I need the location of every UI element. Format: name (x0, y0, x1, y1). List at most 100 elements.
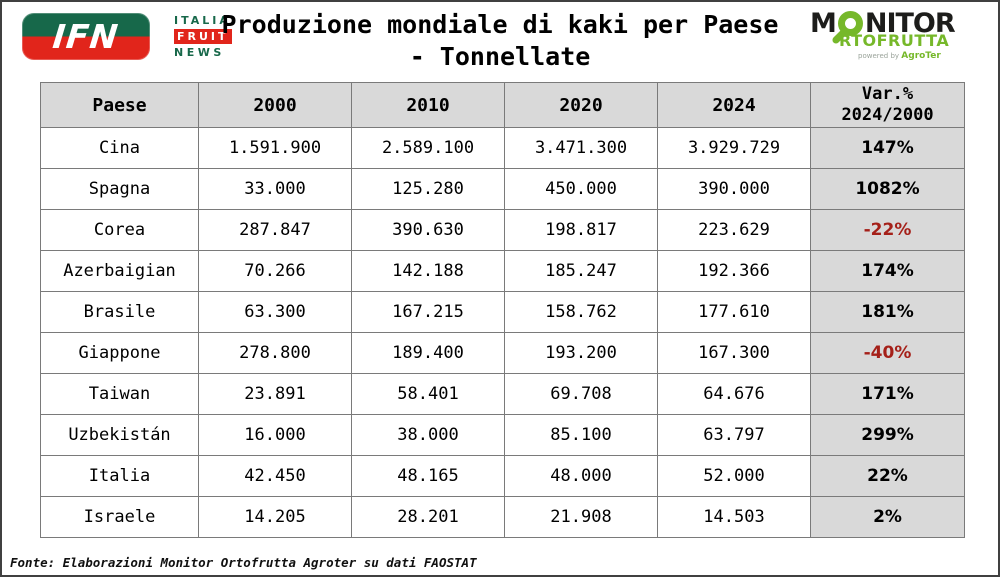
value-cell: 278.800 (198, 332, 352, 374)
ifn-word-news: NEWS (174, 46, 225, 59)
value-cell: 42.450 (198, 455, 352, 497)
value-cell: 158.762 (504, 291, 658, 333)
value-cell: 58.401 (351, 373, 505, 415)
value-cell: 33.000 (198, 168, 352, 210)
table-row: Israele 14.205 28.201 21.908 14.503 2% (40, 496, 965, 538)
value-cell: 390.630 (351, 209, 505, 251)
source-note: Fonte: Elaborazioni Monitor Ortofrutta A… (10, 555, 477, 570)
col-header-2000: 2000 (198, 82, 352, 128)
table-row: Azerbaigian 70.266 142.188 185.247 192.366 17… (40, 250, 965, 292)
col-header-2020: 2020 (504, 82, 658, 128)
value-cell: 48.000 (504, 455, 658, 497)
value-cell: 223.629 (657, 209, 811, 251)
col-header-2024: 2024 (657, 82, 811, 128)
value-cell: 52.000 (657, 455, 811, 497)
page-title: Produzione mondiale di kaki per Paese - … (2, 9, 998, 73)
country-cell: Italia (40, 455, 199, 497)
var-percent-cell: -22% (810, 209, 965, 251)
powered-by-text: powered by (858, 52, 902, 60)
value-cell: 167.300 (657, 332, 811, 374)
value-cell: 177.610 (657, 291, 811, 333)
country-cell: Azerbaigian (40, 250, 199, 292)
value-cell: 70.266 (198, 250, 352, 292)
production-table: Paese 2000 2010 2020 2024 Var.% 2024/200… (40, 82, 965, 538)
country-cell: Corea (40, 209, 199, 251)
var-percent-cell: -40% (810, 332, 965, 374)
value-cell: 63.797 (657, 414, 811, 456)
value-cell: 85.100 (504, 414, 658, 456)
value-cell: 38.000 (351, 414, 505, 456)
var-percent-cell: 174% (810, 250, 965, 292)
table-row: Cina 1.591.900 2.589.100 3.471.300 3.929.729… (40, 127, 965, 169)
ifn-logo: IFN ITALIA FRUIT NEWS (22, 11, 232, 65)
value-cell: 14.205 (198, 496, 352, 538)
value-cell: 142.188 (351, 250, 505, 292)
powered-by-label: powered by AgroTer (858, 52, 982, 61)
value-cell: 14.503 (657, 496, 811, 538)
title-line-2: - Tonnellate (409, 42, 591, 71)
monitor-wordmark: M NITOR (810, 8, 982, 45)
value-cell: 125.280 (351, 168, 505, 210)
value-cell: 63.300 (198, 291, 352, 333)
value-cell: 16.000 (198, 414, 352, 456)
var-header-line1: Var.% (861, 84, 914, 104)
magnifier-icon (830, 11, 863, 45)
title-line-1: Produzione mondiale di kaki per Paese (221, 10, 779, 39)
table-body: Cina 1.591.900 2.589.100 3.471.300 3.929.729… (40, 127, 965, 538)
value-cell: 390.000 (657, 168, 811, 210)
var-percent-cell: 171% (810, 373, 965, 415)
value-cell: 1.591.900 (198, 127, 352, 169)
var-header-line2: 2024/2000 (841, 105, 934, 125)
monitor-m: M (810, 8, 837, 39)
value-cell: 167.215 (351, 291, 505, 333)
country-cell: Brasile (40, 291, 199, 333)
ortofrutta-wordmark: RTOFRUTTA (839, 31, 950, 50)
table-header: Paese 2000 2010 2020 2024 Var.% 2024/200… (40, 82, 965, 128)
table-row: Spagna 33.000 125.280 450.000 390.000 1082% (40, 168, 965, 210)
country-cell: Spagna (40, 168, 199, 210)
ifn-word-italia: ITALIA (174, 14, 231, 27)
header-row: Paese 2000 2010 2020 2024 Var.% 2024/200… (40, 82, 965, 128)
country-cell: Taiwan (40, 373, 199, 415)
col-header-var: Var.% 2024/2000 (810, 82, 965, 128)
value-cell: 69.708 (504, 373, 658, 415)
var-percent-cell: 2% (810, 496, 965, 538)
var-percent-cell: 1082% (810, 168, 965, 210)
country-cell: Giappone (40, 332, 199, 374)
value-cell: 193.200 (504, 332, 658, 374)
value-cell: 185.247 (504, 250, 658, 292)
value-cell: 28.201 (351, 496, 505, 538)
var-percent-cell: 299% (810, 414, 965, 456)
var-percent-cell: 22% (810, 455, 965, 497)
value-cell: 23.891 (198, 373, 352, 415)
monitor-nitor: NITOR (864, 8, 956, 39)
var-percent-cell: 147% (810, 127, 965, 169)
ifn-wordmark: ITALIA FRUIT NEWS (174, 14, 232, 59)
value-cell: 64.676 (657, 373, 811, 415)
agroter-brand: AgroTer (901, 51, 941, 61)
country-cell: Israele (40, 496, 199, 538)
country-cell: Uzbekistán (40, 414, 199, 456)
table-row: Italia 42.450 48.165 48.000 52.000 22% (40, 455, 965, 497)
table-row: Taiwan 23.891 58.401 69.708 64.676 171% (40, 373, 965, 415)
table-row: Giappone 278.800 189.400 193.200 167.300 -40% (40, 332, 965, 374)
ifn-badge: IFN (22, 13, 150, 60)
table-row: Brasile 63.300 167.215 158.762 177.610 181% (40, 291, 965, 333)
value-cell: 450.000 (504, 168, 658, 210)
value-cell: 21.908 (504, 496, 658, 538)
value-cell: 48.165 (351, 455, 505, 497)
value-cell: 189.400 (351, 332, 505, 374)
value-cell: 3.929.729 (657, 127, 811, 169)
col-header-2010: 2010 (351, 82, 505, 128)
country-cell: Cina (40, 127, 199, 169)
table-row: Corea 287.847 390.630 198.817 223.629 -22% (40, 209, 965, 251)
value-cell: 192.366 (657, 250, 811, 292)
ifn-word-fruit: FRUIT (174, 29, 232, 44)
value-cell: 198.817 (504, 209, 658, 251)
value-cell: 2.589.100 (351, 127, 505, 169)
monitor-ortofrutta-logo: M NITOR RTOFRUTTA powered by AgroTer (810, 10, 982, 61)
value-cell: 3.471.300 (504, 127, 658, 169)
table-row: Uzbekistán 16.000 38.000 85.100 63.797 299% (40, 414, 965, 456)
var-percent-cell: 181% (810, 291, 965, 333)
